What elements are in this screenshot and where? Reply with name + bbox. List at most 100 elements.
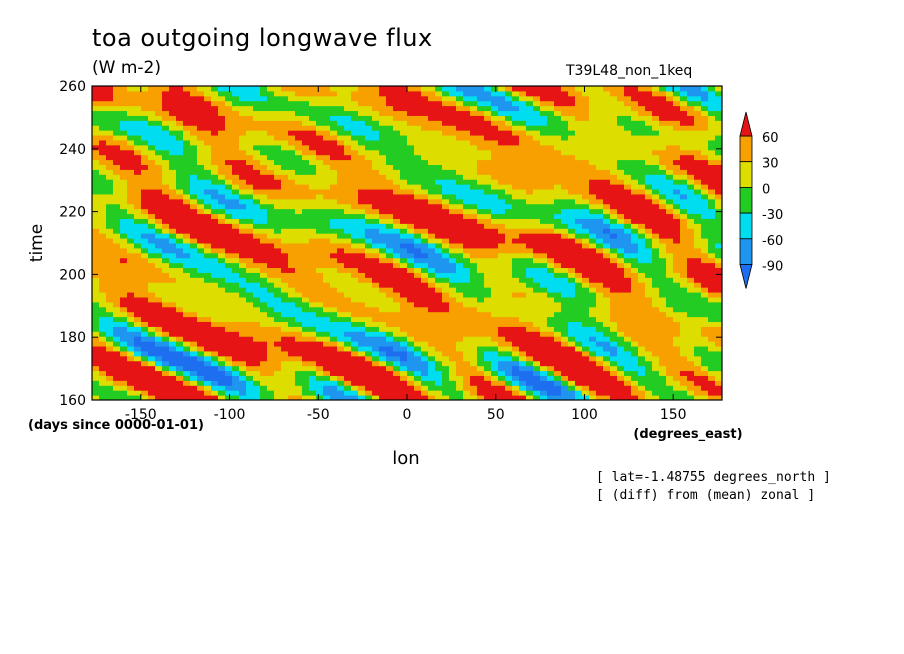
heatmap-cell bbox=[414, 360, 422, 367]
heatmap-cell bbox=[351, 238, 359, 244]
heatmap-cell bbox=[694, 277, 702, 283]
heatmap-cell bbox=[498, 247, 506, 254]
heatmap-cell bbox=[134, 130, 142, 136]
heatmap-cell bbox=[526, 164, 534, 170]
heatmap-cell bbox=[337, 189, 345, 195]
heatmap-cell bbox=[183, 169, 191, 175]
heatmap-cell bbox=[183, 193, 191, 200]
heatmap-cell bbox=[106, 301, 114, 308]
heatmap-cell bbox=[491, 262, 499, 269]
heatmap-cell bbox=[372, 135, 380, 141]
heatmap-cell bbox=[694, 282, 702, 288]
heatmap-cell bbox=[309, 174, 317, 180]
heatmap-cell bbox=[183, 331, 191, 337]
heatmap-cell bbox=[281, 277, 289, 283]
heatmap-cell bbox=[715, 135, 722, 141]
heatmap-cell bbox=[120, 287, 128, 293]
heatmap-cell bbox=[120, 380, 128, 386]
heatmap-cell bbox=[673, 311, 681, 318]
heatmap-cell bbox=[372, 159, 380, 165]
heatmap-cell bbox=[533, 355, 541, 362]
heatmap-cell bbox=[603, 267, 611, 273]
heatmap-cell bbox=[456, 184, 464, 190]
heatmap-cell bbox=[659, 355, 667, 362]
heatmap-cell bbox=[414, 365, 422, 372]
heatmap-cell bbox=[386, 189, 394, 195]
heatmap-cell bbox=[666, 272, 674, 278]
heatmap-cell bbox=[708, 296, 716, 303]
heatmap-cell bbox=[204, 316, 212, 322]
heatmap-cell bbox=[505, 282, 513, 288]
heatmap-cell bbox=[701, 139, 709, 146]
heatmap-cell bbox=[232, 385, 240, 391]
heatmap-cell bbox=[680, 282, 688, 288]
heatmap-cell bbox=[183, 233, 191, 239]
heatmap-cell bbox=[498, 139, 506, 146]
heatmap-cell bbox=[99, 296, 107, 303]
heatmap-cell bbox=[246, 341, 254, 347]
heatmap-cell bbox=[449, 243, 457, 249]
heatmap-cell bbox=[470, 306, 478, 313]
heatmap-cell bbox=[442, 350, 450, 357]
heatmap-cell bbox=[708, 198, 716, 205]
heatmap-cell bbox=[190, 262, 198, 269]
heatmap-cell bbox=[582, 164, 590, 170]
heatmap-cell bbox=[288, 272, 296, 278]
heatmap-cell bbox=[176, 213, 184, 219]
heatmap-cell bbox=[505, 287, 513, 293]
heatmap-cell bbox=[372, 149, 380, 156]
heatmap-cell bbox=[316, 360, 324, 367]
heatmap-cell bbox=[421, 296, 429, 303]
heatmap-cell bbox=[358, 390, 366, 396]
heatmap-cell bbox=[134, 311, 142, 318]
heatmap-cell bbox=[358, 287, 366, 293]
heatmap-cell bbox=[316, 370, 324, 376]
heatmap-cell bbox=[106, 346, 114, 352]
heatmap-cell bbox=[505, 179, 513, 185]
heatmap-cell bbox=[260, 292, 268, 298]
heatmap-cell bbox=[596, 262, 604, 269]
heatmap-cell bbox=[267, 287, 275, 293]
heatmap-cell bbox=[715, 198, 722, 205]
heatmap-cell bbox=[526, 326, 534, 332]
heatmap-cell bbox=[113, 292, 121, 298]
heatmap-cell bbox=[218, 355, 226, 362]
heatmap-cell bbox=[197, 395, 205, 400]
heatmap-cell bbox=[113, 184, 121, 190]
heatmap-cell bbox=[134, 218, 142, 224]
heatmap-cell bbox=[498, 341, 506, 347]
heatmap-cell bbox=[652, 139, 660, 146]
heatmap-cell bbox=[512, 380, 520, 386]
heatmap-cell bbox=[330, 213, 338, 219]
heatmap-cell bbox=[120, 257, 128, 264]
heatmap-cell bbox=[267, 341, 275, 347]
heatmap-cell bbox=[701, 144, 709, 151]
heatmap-cell bbox=[316, 331, 324, 337]
heatmap-cell bbox=[274, 184, 282, 190]
heatmap-cell bbox=[148, 375, 156, 381]
heatmap-cell bbox=[162, 321, 170, 327]
heatmap-cell bbox=[715, 326, 722, 332]
heatmap-cell bbox=[547, 272, 555, 278]
heatmap-cell bbox=[204, 203, 212, 210]
heatmap-cell bbox=[477, 336, 485, 342]
heatmap-cell bbox=[120, 282, 128, 288]
heatmap-cell bbox=[638, 380, 646, 386]
heatmap-cell bbox=[358, 252, 366, 259]
heatmap-cell bbox=[302, 228, 310, 234]
heatmap-cell bbox=[596, 336, 604, 342]
heatmap-cell bbox=[134, 306, 142, 313]
heatmap-cell bbox=[547, 193, 555, 200]
heatmap-cell bbox=[99, 213, 107, 219]
heatmap-cell bbox=[680, 370, 688, 376]
heatmap-cell bbox=[120, 390, 128, 396]
heatmap-cell bbox=[386, 243, 394, 249]
heatmap-cell bbox=[463, 174, 471, 180]
heatmap-cell bbox=[113, 208, 121, 215]
heatmap-cell bbox=[505, 154, 513, 161]
heatmap-cell bbox=[330, 385, 338, 391]
heatmap-cell bbox=[624, 218, 632, 224]
heatmap-cell bbox=[617, 198, 625, 205]
heatmap-cell bbox=[687, 321, 695, 327]
heatmap-cell bbox=[365, 223, 373, 229]
